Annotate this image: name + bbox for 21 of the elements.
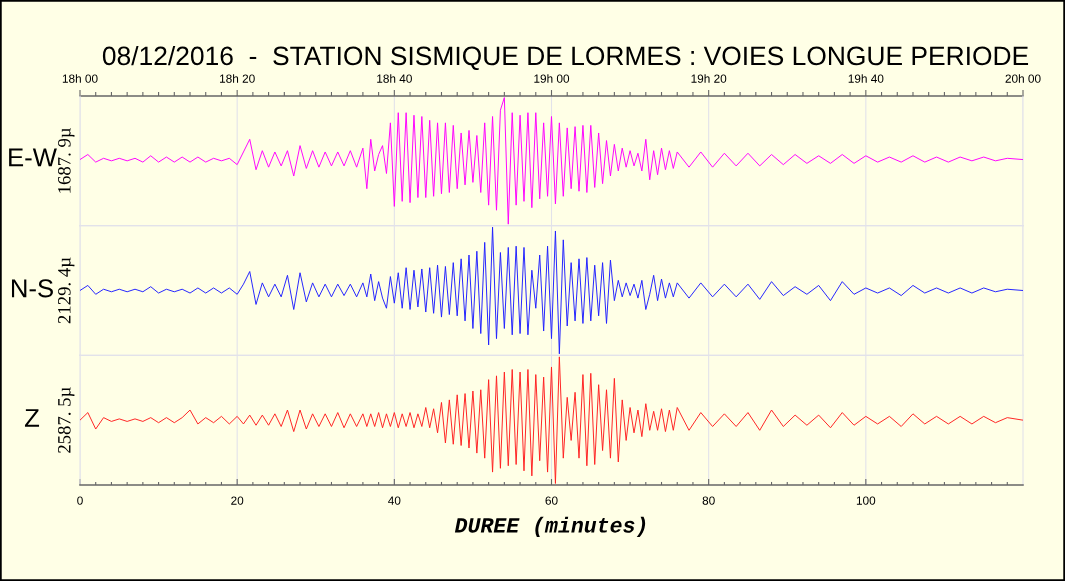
series-label: N-S [11,279,53,298]
x2-tick-label: 19h 40 [848,74,884,83]
chart-title: 08/12/2016 - STATION SISMIQUE DE LORMES : VOIES LONGUE PERIODE [102,45,1029,70]
x-axis-title: DUREE (minutes) [454,516,646,537]
y-axis-title: 2129. 4µ [58,257,75,324]
y-axis-title: 2587. 5µ [57,387,75,453]
x2-tick-label: 19h 00 [534,74,570,83]
x-tick-label: 20 [231,496,244,505]
series-label: E-W [9,148,57,167]
series-label: Z [24,409,40,427]
x-tick-label: 0 [77,496,83,505]
x2-tick-label: 18h 00 [62,74,98,83]
x-tick-label: 40 [388,496,401,505]
y-axis-title: 1687. 9µ [57,127,75,193]
x2-tick-label: 20h 00 [1005,74,1041,83]
x2-tick-label: 19h 20 [691,74,727,83]
x-tick-label: 100 [856,496,876,505]
x2-tick-label: 18h 20 [220,74,255,83]
x2-tick-label: 18h 40 [377,74,412,83]
x-tick-label: 60 [545,496,558,505]
x-tick-label: 80 [702,496,715,505]
